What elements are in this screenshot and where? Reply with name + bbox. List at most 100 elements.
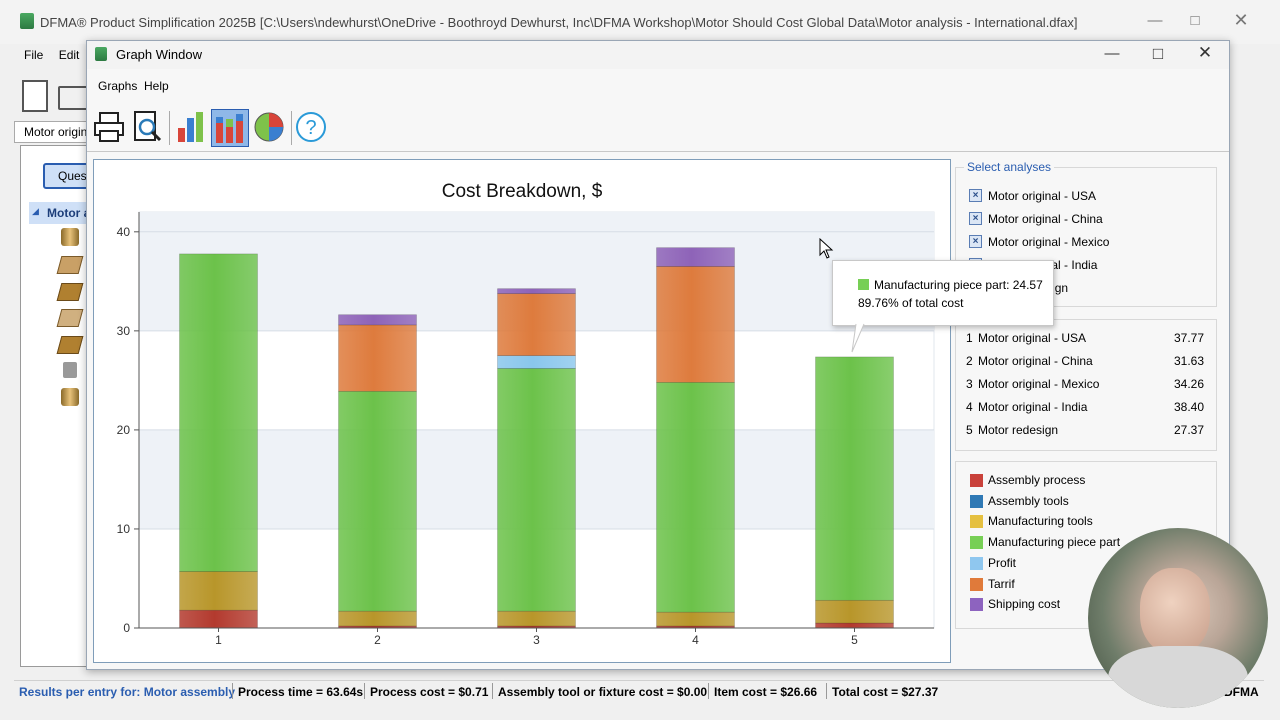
toolbar-separator bbox=[291, 111, 292, 145]
app-tab-label: Motor origina bbox=[24, 125, 95, 139]
y-tick-label: 10 bbox=[117, 522, 131, 536]
webcam-overlay bbox=[1088, 528, 1268, 708]
bar-segment-manufacturing-tools-3[interactable] bbox=[497, 610, 576, 627]
presenter-head bbox=[1140, 568, 1210, 654]
total-value: 38.40 bbox=[1173, 400, 1204, 414]
analysis-checkbox[interactable]: × bbox=[969, 235, 982, 249]
y-tick-label: 40 bbox=[117, 225, 131, 239]
cost-breakdown-chart: Cost Breakdown, $ 0 10 20 30 40 1 2 3 4 5 bbox=[117, 181, 935, 647]
close-button[interactable]: ✕ bbox=[1233, 10, 1249, 30]
part-box-icon[interactable] bbox=[56, 336, 84, 354]
app-title: DFMA® Product Simplification 2025B [C:\U… bbox=[40, 15, 1078, 30]
bar-segment-assembly-process-5[interactable] bbox=[815, 622, 894, 629]
bar-segment-tarrif-4[interactable] bbox=[656, 266, 735, 383]
minimize-button[interactable]: — bbox=[1147, 12, 1163, 29]
bar-chart-icon bbox=[178, 112, 203, 142]
bar-segment-manufacturing-piece-part-3[interactable] bbox=[497, 368, 576, 612]
bar-chart-button[interactable] bbox=[173, 109, 209, 145]
part-box-icon[interactable] bbox=[56, 256, 84, 274]
analysis-checkbox-row[interactable]: × Motor original - Mexico bbox=[969, 234, 1109, 249]
app-menubar: File Edit bbox=[24, 48, 79, 62]
graph-window: Graph Window — □ ✕ Graphs Help ? C bbox=[86, 40, 1230, 670]
status-bar: Results per entry for: Motor assembly Pr… bbox=[14, 680, 1264, 703]
total-label: Motor original - India bbox=[978, 400, 1088, 414]
menu-graphs[interactable]: Graphs bbox=[98, 79, 138, 93]
menu-edit[interactable]: Edit bbox=[58, 48, 80, 62]
graph-minimize-button[interactable]: — bbox=[1104, 45, 1120, 62]
bar-segment-tarrif-3[interactable] bbox=[497, 293, 576, 356]
status-divider bbox=[232, 683, 233, 699]
menu-help[interactable]: Help bbox=[144, 79, 169, 93]
analysis-checkbox-row[interactable]: × Motor original - USA bbox=[969, 188, 1096, 203]
bar-segment-manufacturing-piece-part-5[interactable] bbox=[815, 356, 894, 601]
analysis-checkbox[interactable]: × bbox=[969, 189, 982, 203]
printer-icon bbox=[94, 112, 124, 142]
bar-segment-manufacturing-piece-part-4[interactable] bbox=[656, 382, 735, 613]
analysis-label: Motor original - Mexico bbox=[988, 234, 1110, 249]
stacked-bar-chart-button[interactable] bbox=[211, 109, 249, 147]
legend-swatch bbox=[970, 474, 983, 487]
tree-expand-icon[interactable]: ◢ bbox=[32, 206, 39, 216]
bar-segment-manufacturing-tools-2[interactable] bbox=[338, 610, 417, 627]
bar-segment-shipping-cost-2[interactable] bbox=[338, 314, 417, 326]
pie-chart-button[interactable] bbox=[251, 109, 287, 145]
grid-band bbox=[139, 212, 934, 232]
bar-segment-assembly-process-1[interactable] bbox=[179, 609, 258, 629]
bar-segment-tarrif-2[interactable] bbox=[338, 324, 417, 392]
total-label: Motor original - Mexico bbox=[978, 377, 1100, 391]
total-index: 2 bbox=[966, 354, 973, 368]
bar-segment-shipping-cost-4[interactable] bbox=[656, 247, 735, 267]
bar-segment-manufacturing-tools-4[interactable] bbox=[656, 611, 735, 627]
graph-maximize-button[interactable]: □ bbox=[1152, 44, 1164, 63]
y-tick-label: 30 bbox=[117, 324, 131, 338]
bar-segment-manufacturing-piece-part-2[interactable] bbox=[338, 390, 417, 612]
app-tab[interactable]: Motor origina bbox=[14, 121, 96, 143]
graph-close-button[interactable]: ✕ bbox=[1197, 43, 1213, 62]
total-index: 3 bbox=[966, 377, 973, 391]
question-button-label: Quest bbox=[58, 169, 91, 183]
new-file-icon[interactable] bbox=[22, 80, 48, 112]
bar-segment-manufacturing-tools-5[interactable] bbox=[815, 599, 894, 624]
tree-root[interactable]: ◢ Motor a bbox=[29, 202, 91, 224]
part-screw-icon[interactable] bbox=[63, 362, 77, 378]
legend-swatch bbox=[970, 598, 983, 612]
bar-segment-profit-3[interactable] bbox=[497, 355, 576, 369]
bar-segment-manufacturing-tools-1[interactable] bbox=[179, 571, 258, 611]
part-cylinder-icon[interactable] bbox=[61, 228, 79, 246]
part-cylinder-icon[interactable] bbox=[61, 388, 79, 406]
bar-segment-manufacturing-piece-part-1[interactable] bbox=[179, 253, 258, 572]
x-tick-label: 4 bbox=[692, 633, 699, 647]
legend-label: Tarrif bbox=[988, 576, 1015, 591]
print-preview-button[interactable] bbox=[129, 109, 165, 145]
total-value: 37.77 bbox=[1173, 331, 1204, 345]
tooltip-percent: 89.76% of total cost bbox=[858, 296, 964, 310]
part-box-icon[interactable] bbox=[56, 283, 84, 301]
select-analyses-legend: Select analyses bbox=[964, 160, 1055, 174]
help-button[interactable]: ? bbox=[293, 109, 329, 145]
legend-label: Profit bbox=[988, 555, 1017, 570]
presenter-body bbox=[1108, 646, 1248, 708]
part-box-icon[interactable] bbox=[56, 309, 84, 327]
legend-swatch bbox=[970, 577, 983, 591]
legend-swatch bbox=[970, 536, 983, 550]
x-tick-label: 2 bbox=[374, 633, 381, 647]
status-divider bbox=[708, 683, 709, 699]
analysis-label: Motor original - USA bbox=[988, 188, 1097, 203]
legend-label: Shipping cost bbox=[988, 597, 1061, 612]
tooltip-pointer bbox=[851, 323, 865, 353]
total-label: Motor redesign bbox=[978, 423, 1059, 437]
maximize-button[interactable]: □ bbox=[1190, 12, 1200, 29]
graph-window-titlebar: Graph Window — □ ✕ bbox=[87, 41, 1229, 69]
chart-tooltip: Manufacturing piece part: 24.57 89.76% o… bbox=[832, 260, 1054, 326]
status-tool-cost: Assembly tool or fixture cost = $0.00 bbox=[498, 685, 708, 699]
analysis-checkbox[interactable]: × bbox=[969, 212, 982, 226]
status-process-time: Process time = 63.64s bbox=[238, 685, 364, 699]
menu-file[interactable]: File bbox=[24, 48, 44, 62]
chart-panel: Cost Breakdown, $ 0 10 20 30 40 1 2 3 4 5 bbox=[93, 159, 951, 663]
print-preview-icon bbox=[134, 111, 162, 142]
analysis-checkbox-row[interactable]: × Motor original - China bbox=[969, 211, 1103, 226]
print-button[interactable] bbox=[91, 109, 127, 145]
y-tick-label: 0 bbox=[123, 621, 130, 635]
bar-segment-shipping-cost-3[interactable] bbox=[497, 288, 576, 294]
status-divider bbox=[364, 683, 365, 699]
